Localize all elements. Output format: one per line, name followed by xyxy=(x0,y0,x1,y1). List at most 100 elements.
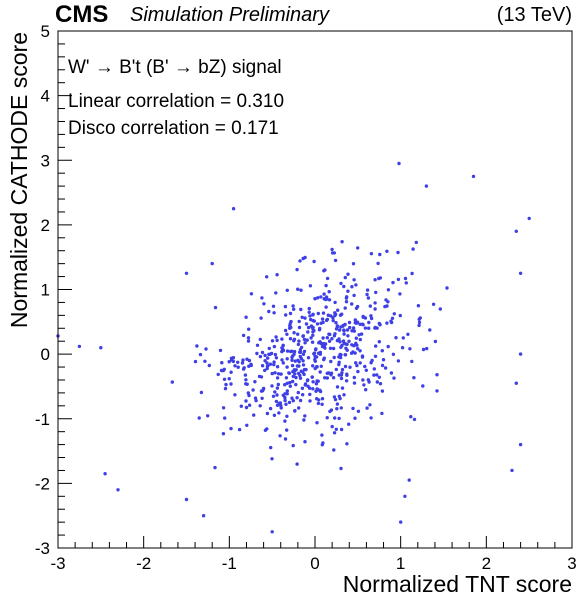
data-point xyxy=(315,364,319,369)
data-point xyxy=(414,240,418,245)
data-point xyxy=(263,359,267,363)
data-point xyxy=(364,388,368,392)
data-point xyxy=(273,371,277,375)
data-point xyxy=(326,313,330,317)
data-point xyxy=(258,404,262,408)
data-point xyxy=(275,338,279,343)
data-point xyxy=(356,347,360,351)
data-point xyxy=(260,350,265,355)
data-point xyxy=(241,333,246,338)
data-point xyxy=(396,250,400,255)
data-point xyxy=(281,361,285,365)
data-point xyxy=(325,276,330,281)
data-point xyxy=(239,404,243,408)
data-point xyxy=(283,304,288,309)
data-point xyxy=(265,275,269,279)
data-point xyxy=(312,259,316,264)
data-point xyxy=(406,332,410,336)
data-point xyxy=(340,312,344,316)
data-point xyxy=(249,292,254,296)
data-point xyxy=(324,305,328,309)
data-point xyxy=(324,318,329,323)
data-point xyxy=(398,313,402,318)
data-point xyxy=(284,402,288,406)
data-point xyxy=(283,383,287,387)
data-point xyxy=(325,336,329,340)
data-point xyxy=(298,398,303,403)
data-point xyxy=(198,352,203,357)
data-point xyxy=(290,358,294,362)
data-point xyxy=(344,300,349,304)
data-point xyxy=(279,403,283,408)
data-point xyxy=(380,411,384,416)
data-point xyxy=(233,393,237,397)
data-point xyxy=(288,324,292,328)
data-point xyxy=(311,364,315,368)
data-point xyxy=(338,396,342,401)
data-point xyxy=(223,386,228,391)
data-point xyxy=(323,346,327,350)
data-point xyxy=(322,269,326,273)
data-point xyxy=(224,382,228,387)
signal-annotation: W' → B't (B' → bZ) signal xyxy=(68,57,282,78)
data-point xyxy=(374,290,378,295)
data-point xyxy=(350,302,354,306)
data-point xyxy=(337,362,341,367)
data-point xyxy=(300,386,305,390)
y-axis-ticks: -3 -2 -1 0 1 2 3 4 5 xyxy=(35,22,72,558)
data-point xyxy=(435,373,439,377)
data-point xyxy=(338,340,342,344)
data-point xyxy=(170,380,174,384)
data-point xyxy=(308,284,313,288)
data-point xyxy=(283,437,288,441)
data-point xyxy=(341,324,345,328)
data-point xyxy=(278,434,282,438)
data-point xyxy=(275,386,280,390)
data-point xyxy=(229,382,233,386)
data-point xyxy=(221,406,226,410)
data-point xyxy=(369,314,373,318)
data-point xyxy=(345,442,349,446)
data-point xyxy=(311,387,315,391)
y-tick-label: 5 xyxy=(41,22,50,41)
data-point xyxy=(369,416,373,420)
data-point xyxy=(227,377,231,381)
data-point xyxy=(303,341,307,345)
data-point xyxy=(270,530,274,534)
data-point xyxy=(247,327,251,331)
data-point xyxy=(353,351,357,355)
data-point xyxy=(313,359,317,363)
y-tick-label: 3 xyxy=(41,151,50,170)
data-point xyxy=(298,350,302,354)
data-point xyxy=(263,368,267,373)
data-point xyxy=(303,255,307,260)
data-point xyxy=(311,380,315,384)
data-point xyxy=(274,356,279,360)
data-point xyxy=(240,361,245,365)
data-point xyxy=(333,397,338,402)
data-point xyxy=(322,341,326,346)
data-point xyxy=(318,370,322,374)
data-point xyxy=(292,331,296,335)
data-point xyxy=(351,406,355,411)
data-point xyxy=(270,384,274,388)
data-point xyxy=(307,386,312,390)
data-point xyxy=(207,363,211,368)
data-point xyxy=(360,322,365,326)
data-point xyxy=(355,363,359,368)
data-point xyxy=(373,325,377,330)
data-point xyxy=(323,297,328,302)
data-point xyxy=(273,352,278,357)
data-point xyxy=(330,251,335,255)
data-point xyxy=(272,362,276,367)
data-point xyxy=(373,307,377,311)
data-point xyxy=(338,352,342,357)
data-point xyxy=(368,304,372,308)
x-tick-label: -1 xyxy=(222,554,237,573)
data-point xyxy=(267,346,271,351)
data-point xyxy=(319,295,323,299)
data-point xyxy=(252,413,256,417)
data-point xyxy=(303,414,307,418)
data-point xyxy=(195,344,199,348)
data-point xyxy=(296,287,300,291)
